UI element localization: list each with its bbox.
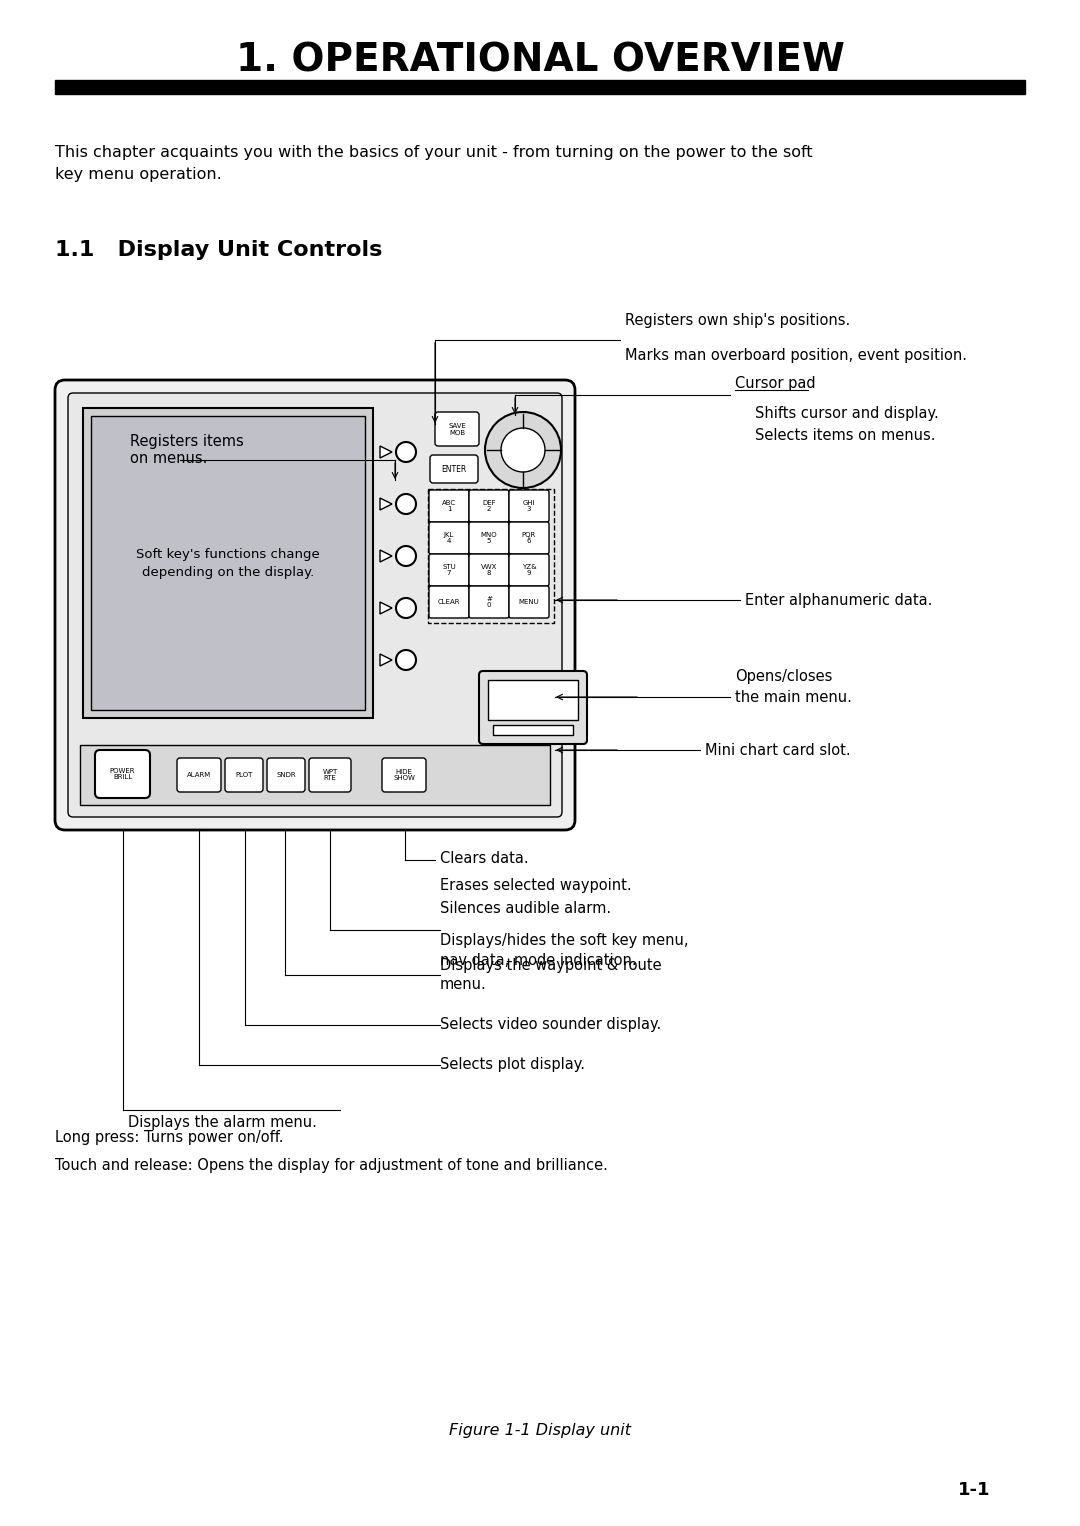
Text: Erases selected waypoint.: Erases selected waypoint. <box>440 877 632 893</box>
FancyBboxPatch shape <box>509 586 549 618</box>
Bar <box>80 745 550 806</box>
Circle shape <box>396 650 416 670</box>
Text: Displays/hides the soft key menu,
nav data, mode indication.: Displays/hides the soft key menu, nav da… <box>440 932 689 967</box>
FancyBboxPatch shape <box>509 554 549 586</box>
Circle shape <box>396 494 416 514</box>
Text: Silences audible alarm.: Silences audible alarm. <box>440 900 611 916</box>
FancyBboxPatch shape <box>469 522 509 554</box>
Text: PQR
6: PQR 6 <box>522 531 536 545</box>
FancyBboxPatch shape <box>469 554 509 586</box>
Text: Clears data.: Clears data. <box>440 850 528 865</box>
FancyBboxPatch shape <box>225 758 264 792</box>
FancyBboxPatch shape <box>435 412 480 446</box>
Bar <box>55 79 1025 95</box>
Text: ABC
1: ABC 1 <box>442 499 456 513</box>
FancyBboxPatch shape <box>480 671 588 745</box>
Text: Soft key's functions change
depending on the display.: Soft key's functions change depending on… <box>136 548 320 578</box>
Text: MENU: MENU <box>518 600 539 604</box>
Text: Selects video sounder display.: Selects video sounder display. <box>440 1018 661 1033</box>
Text: MNO
5: MNO 5 <box>481 531 497 545</box>
Text: SAVE
MOB: SAVE MOB <box>448 423 465 435</box>
FancyBboxPatch shape <box>429 554 469 586</box>
Text: ALARM: ALARM <box>187 772 211 778</box>
Text: Displays the alarm menu.: Displays the alarm menu. <box>129 1116 316 1129</box>
Polygon shape <box>380 549 392 562</box>
FancyBboxPatch shape <box>430 455 478 484</box>
Text: Selects plot display.: Selects plot display. <box>440 1058 585 1073</box>
Text: HIDE
SHOW: HIDE SHOW <box>393 769 415 781</box>
Text: This chapter acquaints you with the basics of your unit - from turning on the po: This chapter acquaints you with the basi… <box>55 145 812 182</box>
Text: YZ&
9: YZ& 9 <box>522 563 537 577</box>
Text: Displays the waypoint & route
menu.: Displays the waypoint & route menu. <box>440 958 662 992</box>
Circle shape <box>396 546 416 566</box>
FancyBboxPatch shape <box>469 586 509 618</box>
FancyBboxPatch shape <box>382 758 426 792</box>
FancyBboxPatch shape <box>469 490 509 522</box>
Text: CLEAR: CLEAR <box>437 600 460 604</box>
FancyBboxPatch shape <box>95 749 150 798</box>
Text: POWER
BRILL: POWER BRILL <box>110 768 135 780</box>
Text: Figure 1-1 Display unit: Figure 1-1 Display unit <box>449 1422 631 1437</box>
Circle shape <box>396 443 416 462</box>
Text: Mini chart card slot.: Mini chart card slot. <box>705 743 851 757</box>
FancyBboxPatch shape <box>177 758 221 792</box>
Text: STU
7: STU 7 <box>442 563 456 577</box>
FancyBboxPatch shape <box>509 522 549 554</box>
FancyBboxPatch shape <box>429 586 469 618</box>
Text: ENTER: ENTER <box>442 464 467 473</box>
FancyBboxPatch shape <box>429 522 469 554</box>
Bar <box>91 417 365 710</box>
Circle shape <box>485 412 561 488</box>
Text: JKL
4: JKL 4 <box>444 531 455 545</box>
Bar <box>488 681 578 720</box>
Text: Long press: Turns power on/off.: Long press: Turns power on/off. <box>55 1129 283 1144</box>
Text: 1. OPERATIONAL OVERVIEW: 1. OPERATIONAL OVERVIEW <box>235 41 845 79</box>
Text: Opens/closes
the main menu.: Opens/closes the main menu. <box>735 668 852 705</box>
Text: 1.1   Display Unit Controls: 1.1 Display Unit Controls <box>55 240 382 259</box>
Text: Selects items on menus.: Selects items on menus. <box>755 427 935 443</box>
FancyBboxPatch shape <box>429 490 469 522</box>
Polygon shape <box>380 655 392 665</box>
FancyBboxPatch shape <box>309 758 351 792</box>
Circle shape <box>396 598 416 618</box>
Text: Touch and release: Opens the display for adjustment of tone and brilliance.: Touch and release: Opens the display for… <box>55 1158 608 1173</box>
FancyBboxPatch shape <box>267 758 305 792</box>
Bar <box>492 725 573 736</box>
Circle shape <box>501 427 545 472</box>
Text: Registers items
on menus.: Registers items on menus. <box>130 433 244 467</box>
Bar <box>83 407 373 719</box>
Text: VWX
8: VWX 8 <box>481 563 497 577</box>
FancyBboxPatch shape <box>509 490 549 522</box>
Text: SNDR: SNDR <box>276 772 296 778</box>
Text: GHI
3: GHI 3 <box>523 499 536 513</box>
Polygon shape <box>380 497 392 510</box>
Text: Cursor pad: Cursor pad <box>735 375 815 391</box>
Polygon shape <box>380 601 392 613</box>
Text: Enter alphanumeric data.: Enter alphanumeric data. <box>745 592 932 607</box>
Text: 1-1: 1-1 <box>958 1482 990 1499</box>
FancyBboxPatch shape <box>68 394 562 816</box>
Text: Marks man overboard position, event position.: Marks man overboard position, event posi… <box>625 348 967 363</box>
Text: #
0: # 0 <box>486 595 491 609</box>
Bar <box>428 488 554 623</box>
Text: WPT
RTE: WPT RTE <box>322 769 338 781</box>
Text: Registers own ship's positions.: Registers own ship's positions. <box>625 313 850 328</box>
Text: DEF
2: DEF 2 <box>482 499 496 513</box>
FancyBboxPatch shape <box>55 380 575 830</box>
Text: Shifts cursor and display.: Shifts cursor and display. <box>755 406 939 421</box>
Polygon shape <box>380 446 392 458</box>
Text: PLOT: PLOT <box>235 772 253 778</box>
